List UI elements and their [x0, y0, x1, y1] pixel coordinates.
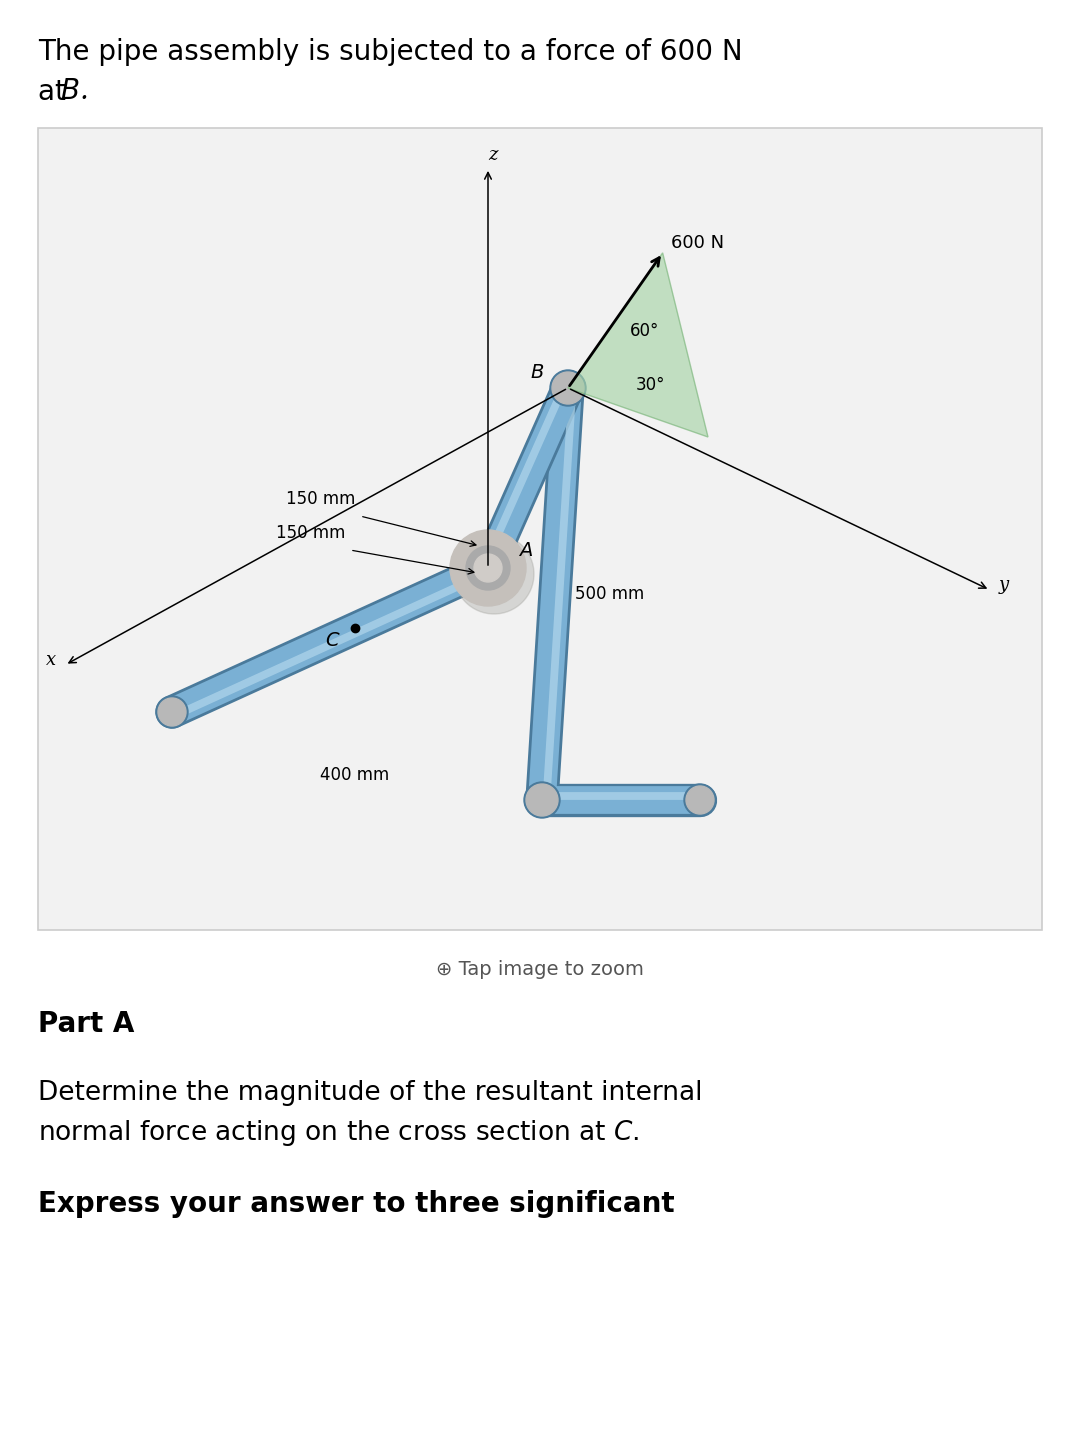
Polygon shape	[568, 252, 708, 437]
Bar	[38, 128, 1042, 930]
Text: The pipe assembly is subjected to a force of 600 N: The pipe assembly is subjected to a forc…	[38, 38, 743, 65]
Text: at: at	[38, 78, 75, 106]
Text: $B$: $B$	[530, 364, 544, 382]
Text: $C$: $C$	[325, 633, 341, 650]
Text: 600 N: 600 N	[671, 234, 724, 252]
Circle shape	[158, 698, 186, 726]
Circle shape	[526, 784, 558, 815]
Text: Part A: Part A	[38, 1010, 134, 1037]
Text: z: z	[488, 147, 498, 164]
Text: 60°: 60°	[630, 322, 660, 340]
Circle shape	[550, 370, 586, 406]
Text: x: x	[46, 651, 56, 669]
Text: 150 mm: 150 mm	[275, 524, 345, 543]
Circle shape	[524, 782, 561, 818]
Circle shape	[474, 554, 502, 582]
Text: $B$.: $B$.	[60, 78, 87, 104]
Circle shape	[552, 371, 584, 403]
Circle shape	[450, 530, 526, 607]
Text: 400 mm: 400 mm	[321, 766, 390, 784]
Text: normal force acting on the cross section at $C$.: normal force acting on the cross section…	[38, 1119, 639, 1148]
Text: 30°: 30°	[636, 376, 665, 395]
Text: y: y	[999, 576, 1009, 593]
Text: $A$: $A$	[518, 543, 534, 560]
Text: Express your answer to three significant: Express your answer to three significant	[38, 1190, 675, 1217]
Circle shape	[454, 534, 534, 614]
Text: 500 mm: 500 mm	[575, 585, 645, 604]
Text: ⊕ Tap image to zoom: ⊕ Tap image to zoom	[436, 961, 644, 979]
Text: Determine the magnitude of the resultant internal: Determine the magnitude of the resultant…	[38, 1080, 702, 1106]
Text: 150 mm: 150 mm	[285, 490, 355, 508]
Circle shape	[684, 784, 716, 815]
Circle shape	[465, 546, 510, 591]
Circle shape	[156, 696, 188, 728]
Circle shape	[686, 786, 714, 814]
